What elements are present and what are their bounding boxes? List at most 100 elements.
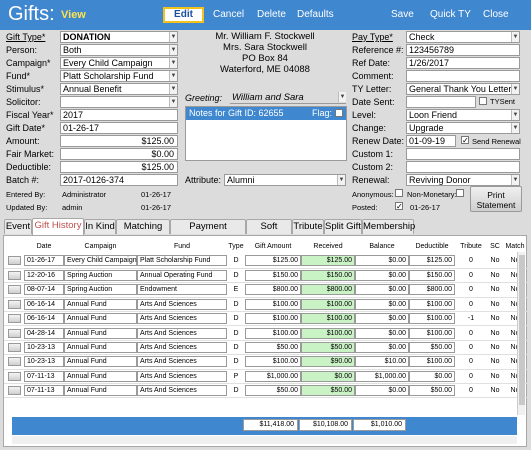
- column-header[interactable]: Received: [313, 242, 343, 250]
- cancel-button[interactable]: Cancel: [213, 9, 245, 20]
- column-header[interactable]: Balance: [369, 242, 395, 250]
- chevron-down-icon[interactable]: ▼: [169, 84, 177, 94]
- quick-ty-button[interactable]: Quick TY: [430, 9, 471, 20]
- column-header[interactable]: Deductible: [415, 242, 449, 250]
- column-header[interactable]: SC: [490, 242, 500, 250]
- person-select[interactable]: Both ▼: [60, 44, 178, 56]
- address-line: Mrs. Sara Stockwell: [223, 42, 307, 53]
- row-select-button[interactable]: [7, 299, 21, 309]
- chevron-down-icon[interactable]: ▼: [511, 32, 519, 42]
- pay-type-select[interactable]: Check ▼: [406, 31, 520, 43]
- table-row[interactable]: 07-11-13 Annual Fund Arts And Sciences D $50…: [4, 383, 527, 399]
- stimulus-select[interactable]: Annual Benefit ▼: [60, 83, 178, 95]
- tab-membership[interactable]: Membership: [362, 219, 416, 234]
- fiscal-year-field[interactable]: 2017: [60, 109, 178, 121]
- fund-select[interactable]: Platt Scholarship Fund ▼: [60, 70, 178, 82]
- column-header[interactable]: Match: [505, 242, 525, 250]
- custom1-field[interactable]: [406, 148, 520, 160]
- amount-field[interactable]: $125.00: [60, 135, 178, 147]
- tab-in-kind[interactable]: In Kind: [84, 219, 116, 234]
- print-statement-button[interactable]: Print Statement: [470, 186, 522, 212]
- vertical-scrollbar[interactable]: [517, 252, 525, 415]
- tab-tribute[interactable]: Tribute: [292, 219, 324, 234]
- fair-market-field[interactable]: $0.00: [60, 148, 178, 160]
- campaign-select[interactable]: Every Child Campaign ▼: [60, 57, 178, 69]
- tab-event[interactable]: Event: [4, 219, 32, 234]
- ty-letter-select[interactable]: General Thank You Letter ▼: [406, 83, 520, 95]
- row-select-button[interactable]: [7, 343, 21, 353]
- attribute-select[interactable]: Alumni ▼: [224, 174, 346, 186]
- table-row[interactable]: 01-26-17 Every Child Campaign Platt Schola…: [4, 254, 527, 269]
- column-header[interactable]: Campaign: [84, 242, 117, 250]
- scrollbar-thumb[interactable]: [519, 255, 525, 405]
- solicitor-select[interactable]: ▼: [60, 96, 178, 108]
- row-select-button[interactable]: [7, 285, 21, 295]
- custom2-field[interactable]: [406, 161, 520, 173]
- table-row[interactable]: 06-16-14 Annual Fund Arts And Sciences D $10…: [4, 297, 527, 313]
- table-row[interactable]: 12-20-16 Spring Auction Annual Operating F…: [4, 268, 527, 284]
- chevron-down-icon[interactable]: ▼: [169, 45, 177, 55]
- flag-checkbox[interactable]: [335, 109, 343, 117]
- batch-field[interactable]: 2017-0126-374: [60, 174, 178, 186]
- tab-split-gift[interactable]: Split Gift: [324, 219, 362, 234]
- tab-payment-schedule[interactable]: Payment Schedule: [170, 219, 246, 246]
- row-select-button[interactable]: [7, 256, 21, 266]
- reference-field[interactable]: 123456789: [406, 44, 520, 56]
- ref-date-field[interactable]: 1/26/2017: [406, 57, 520, 69]
- chevron-down-icon[interactable]: ▼: [169, 58, 177, 68]
- non-monetary-checkbox[interactable]: [456, 189, 464, 197]
- cell-deductible: $100.00: [409, 311, 455, 327]
- gift-type-select[interactable]: DONATION ▼: [60, 31, 178, 43]
- column-header[interactable]: Date: [36, 242, 52, 250]
- table-row[interactable]: 08-07-14 Spring Auction Endowment E $800.00 $…: [4, 282, 527, 298]
- row-select-button[interactable]: [7, 386, 21, 396]
- defaults-button[interactable]: Defaults: [297, 9, 334, 20]
- notes-panel[interactable]: Notes for Gift ID: 62655 Flag:: [185, 106, 347, 161]
- row-select-button[interactable]: [7, 328, 21, 338]
- deductible-field[interactable]: $125.00: [60, 161, 178, 173]
- delete-button[interactable]: Delete: [257, 9, 286, 20]
- chevron-down-icon[interactable]: ▼: [511, 175, 519, 185]
- cell-match-value: No: [510, 344, 520, 352]
- tysent-checkbox[interactable]: [479, 97, 487, 105]
- level-select[interactable]: Loon Friend ▼: [406, 109, 520, 121]
- close-button[interactable]: Close: [483, 9, 509, 20]
- chevron-down-icon[interactable]: ▼: [169, 97, 177, 107]
- edit-button[interactable]: Edit: [163, 7, 204, 23]
- chevron-down-icon[interactable]: ▼: [337, 175, 345, 185]
- row-select-button[interactable]: [7, 271, 21, 281]
- comment-field[interactable]: [406, 70, 520, 82]
- column-header[interactable]: Type: [228, 242, 244, 250]
- table-row[interactable]: 06-16-14 Annual Fund Arts And Sciences D $10…: [4, 311, 527, 327]
- chevron-down-icon[interactable]: ▼: [511, 110, 519, 120]
- date-sent-field[interactable]: [406, 96, 476, 108]
- renew-date-field[interactable]: 01-09-19: [406, 135, 456, 147]
- chevron-down-icon[interactable]: ▼: [511, 123, 519, 133]
- chevron-down-icon[interactable]: ▼: [511, 84, 519, 94]
- save-button[interactable]: Save: [391, 9, 414, 20]
- anonymous-checkbox[interactable]: [395, 189, 403, 197]
- renewal-select[interactable]: Reviving Donor ▼: [406, 174, 520, 186]
- table-row[interactable]: 10-23-13 Annual Fund Arts And Sciences D $50…: [4, 340, 527, 356]
- column-header[interactable]: Tribute: [460, 242, 482, 250]
- chevron-down-icon[interactable]: ▼: [169, 71, 177, 81]
- table-row[interactable]: 07-11-13 Annual Fund Arts And Sciences P $1,…: [4, 369, 527, 385]
- table-row[interactable]: 10-23-13 Annual Fund Arts And Sciences D $10…: [4, 354, 527, 370]
- row-select-button[interactable]: [7, 357, 21, 367]
- column-header[interactable]: Fund: [174, 242, 190, 250]
- chevron-down-icon[interactable]: ▼: [169, 32, 177, 42]
- table-row[interactable]: 04-28-14 Annual Fund Arts And Sciences D $10…: [4, 325, 527, 341]
- column-header[interactable]: Gift Amount: [254, 242, 292, 250]
- chevron-down-icon[interactable]: ▼: [338, 92, 346, 102]
- tab-soft-credit[interactable]: Soft Credit: [246, 219, 292, 246]
- tab-gift-history[interactable]: Gift History: [32, 218, 84, 235]
- send-renewal-checkbox[interactable]: [461, 136, 469, 144]
- change-select[interactable]: Upgrade ▼: [406, 122, 520, 134]
- row-select-button[interactable]: [7, 371, 21, 381]
- tab-matching-gift[interactable]: Matching Gift: [116, 219, 170, 246]
- gift-date-field[interactable]: 01-26-17: [60, 122, 178, 134]
- posted-checkbox[interactable]: [395, 202, 403, 210]
- row-select-button[interactable]: [7, 314, 21, 324]
- greeting-field[interactable]: William and Sara: [232, 92, 304, 103]
- horizontal-scrollbar[interactable]: [12, 436, 517, 444]
